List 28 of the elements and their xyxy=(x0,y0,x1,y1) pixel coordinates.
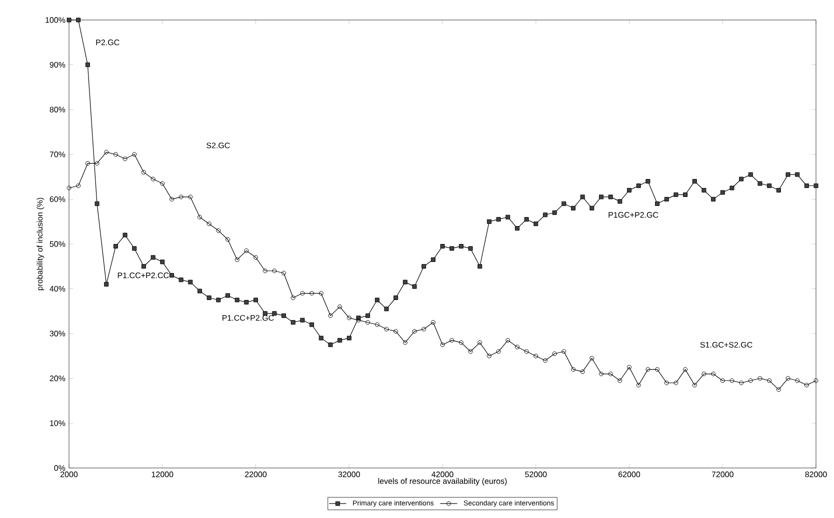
x-tick-label: 2000 xyxy=(60,472,78,478)
x-axis-title: levels of resource availability (euros) xyxy=(378,478,507,486)
x-tick-label: 62000 xyxy=(618,472,640,478)
annotation: P1GC+P2.GC xyxy=(608,212,658,218)
y-tick-label: 60% xyxy=(50,196,66,202)
x-tick-label: 72000 xyxy=(712,472,734,478)
y-tick-label: 50% xyxy=(50,241,66,247)
annotation: S1.GC+S2.GC xyxy=(700,342,752,348)
annotation: P1.CC+P2.GC xyxy=(222,315,274,321)
y-tick-label: 0% xyxy=(54,465,66,471)
y-axis-title: probability of inclusion (%) xyxy=(36,198,44,290)
x-tick-label: 22000 xyxy=(245,472,267,478)
annotation: P1.CC+P2.CC xyxy=(118,272,169,278)
y-tick-label: 80% xyxy=(50,106,66,112)
annotation: P2.GC xyxy=(96,40,120,46)
y-tick-label: 70% xyxy=(50,152,66,158)
y-tick-label: 40% xyxy=(50,286,66,292)
y-tick-label: 90% xyxy=(50,62,66,68)
annotation: S2.GC xyxy=(206,142,230,148)
y-tick-label: 100% xyxy=(46,17,66,23)
x-tick-label: 52000 xyxy=(525,472,547,478)
x-tick-label: 12000 xyxy=(152,472,174,478)
x-tick-label: 32000 xyxy=(338,472,360,478)
y-tick-label: 30% xyxy=(50,330,66,336)
y-tick-label: 10% xyxy=(50,420,66,426)
x-tick-label: 42000 xyxy=(432,472,454,478)
x-tick-label: 82000 xyxy=(805,472,827,478)
y-tick-label: 20% xyxy=(50,376,66,382)
